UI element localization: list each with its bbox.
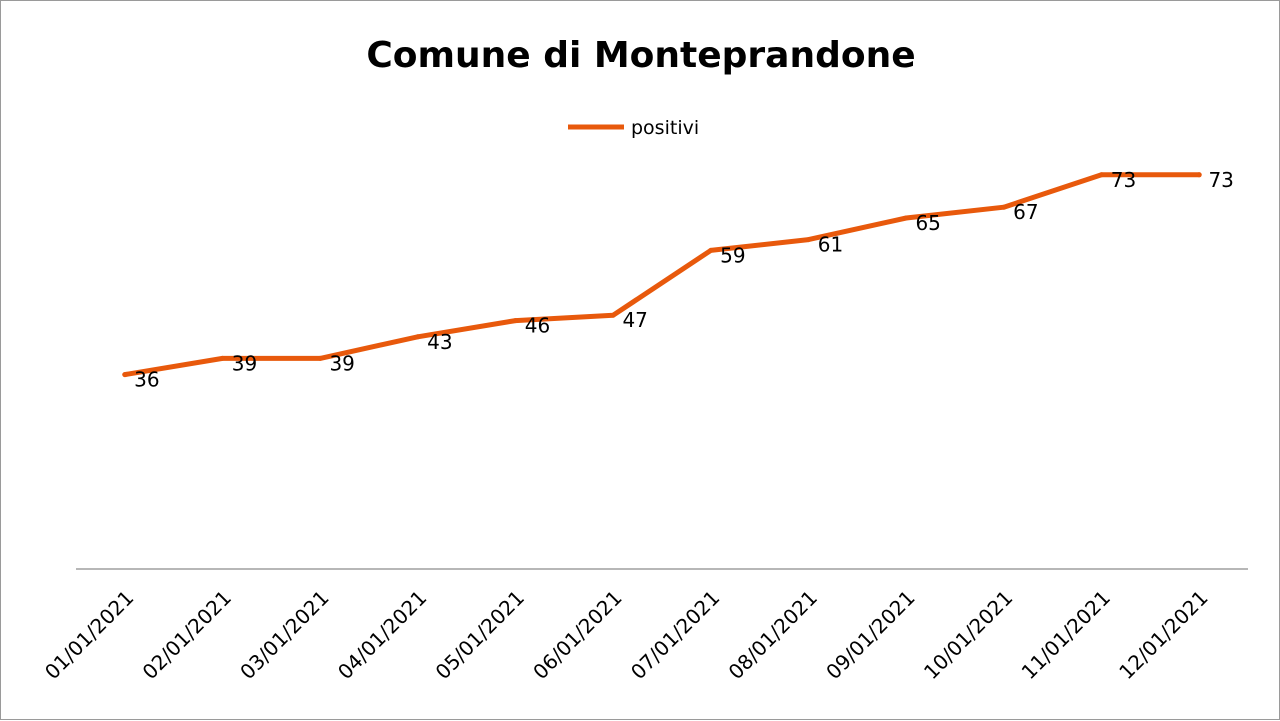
data-point bbox=[513, 318, 518, 324]
data-label: 73 bbox=[1208, 168, 1233, 192]
data-label: 43 bbox=[427, 330, 452, 354]
x-tick-label: 01/01/2021 bbox=[40, 586, 138, 684]
data-point bbox=[1099, 172, 1104, 178]
x-tick-label: 04/01/2021 bbox=[333, 586, 431, 684]
data-point bbox=[122, 372, 128, 378]
data-label: 39 bbox=[329, 351, 354, 375]
data-point bbox=[708, 247, 714, 253]
x-tick-label: 08/01/2021 bbox=[724, 586, 822, 684]
data-label: 73 bbox=[1111, 168, 1136, 192]
data-point bbox=[1001, 204, 1007, 210]
data-label: 61 bbox=[818, 233, 843, 257]
x-tick-label: 03/01/2021 bbox=[235, 586, 333, 684]
data-label: 65 bbox=[915, 211, 940, 235]
x-tick-label: 06/01/2021 bbox=[528, 586, 626, 684]
legend-label: positivi bbox=[631, 117, 699, 139]
data-point bbox=[806, 237, 811, 243]
x-tick-label: 12/01/2021 bbox=[1114, 586, 1212, 684]
chart-title: Comune di Monteprandone bbox=[366, 35, 915, 76]
data-point bbox=[1196, 172, 1202, 178]
data-label: 46 bbox=[525, 314, 550, 338]
data-label: 59 bbox=[720, 243, 745, 267]
data-label: 36 bbox=[134, 368, 159, 392]
data-point bbox=[903, 215, 909, 221]
x-tick-label: 09/01/2021 bbox=[821, 586, 919, 684]
x-tick-label: 02/01/2021 bbox=[138, 586, 236, 684]
data-point bbox=[220, 355, 225, 361]
x-tick-label: 07/01/2021 bbox=[626, 586, 724, 684]
legend: positivi bbox=[568, 117, 699, 139]
series-line-positivi bbox=[122, 172, 1202, 378]
data-point bbox=[317, 355, 323, 361]
data-point bbox=[415, 334, 421, 340]
data-label: 47 bbox=[622, 308, 647, 332]
data-point bbox=[610, 312, 616, 318]
data-label: 67 bbox=[1013, 200, 1038, 224]
x-tick-label: 11/01/2021 bbox=[1017, 586, 1115, 684]
x-tick-label: 05/01/2021 bbox=[431, 586, 529, 684]
plot-area: 36 39 39 43 46 47 59 61 65 67 73 73 01/01/2021 02/01/… bbox=[40, 168, 1234, 684]
x-tick-label: 10/01/2021 bbox=[919, 586, 1017, 684]
data-label: 39 bbox=[232, 351, 257, 375]
